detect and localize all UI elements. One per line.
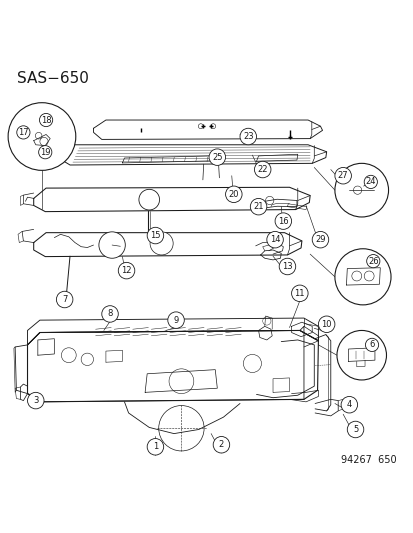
Circle shape — [139, 189, 159, 210]
Circle shape — [334, 163, 388, 217]
Text: 10: 10 — [320, 320, 331, 329]
Circle shape — [56, 291, 73, 308]
Text: 17: 17 — [18, 128, 28, 137]
Circle shape — [118, 262, 135, 279]
Circle shape — [240, 128, 256, 145]
Text: 18: 18 — [40, 116, 51, 125]
Text: 1: 1 — [152, 442, 158, 451]
Circle shape — [27, 392, 44, 409]
Circle shape — [147, 439, 163, 455]
Circle shape — [334, 167, 351, 184]
Text: 94267  650: 94267 650 — [340, 455, 396, 465]
Circle shape — [150, 232, 173, 255]
Text: 9: 9 — [173, 316, 178, 325]
Circle shape — [254, 161, 270, 178]
Text: 21: 21 — [253, 202, 263, 211]
Text: 3: 3 — [33, 396, 38, 405]
Circle shape — [38, 146, 52, 159]
Text: 12: 12 — [121, 266, 131, 275]
Circle shape — [366, 255, 379, 268]
Text: 25: 25 — [211, 152, 222, 161]
Text: 8: 8 — [107, 310, 112, 318]
Text: 19: 19 — [40, 148, 50, 157]
Circle shape — [147, 227, 163, 244]
Circle shape — [274, 213, 291, 229]
Text: 27: 27 — [337, 171, 348, 180]
Circle shape — [225, 186, 242, 203]
Text: 13: 13 — [282, 262, 292, 271]
Text: 7: 7 — [62, 295, 67, 304]
Circle shape — [17, 126, 30, 139]
Circle shape — [99, 232, 125, 259]
Circle shape — [334, 249, 390, 305]
Text: 4: 4 — [346, 400, 351, 409]
Circle shape — [102, 306, 118, 322]
Text: 23: 23 — [242, 132, 253, 141]
Circle shape — [311, 231, 328, 248]
Circle shape — [209, 149, 225, 165]
Text: 16: 16 — [278, 216, 288, 225]
Circle shape — [8, 103, 76, 171]
Text: 15: 15 — [150, 231, 160, 240]
Text: 11: 11 — [294, 289, 304, 298]
Text: 26: 26 — [367, 256, 377, 265]
Text: SAS−650: SAS−650 — [17, 70, 89, 85]
Circle shape — [318, 316, 334, 333]
Circle shape — [250, 198, 266, 215]
Text: 24: 24 — [365, 177, 375, 187]
Circle shape — [167, 312, 184, 328]
Circle shape — [363, 175, 377, 189]
Circle shape — [213, 437, 229, 453]
Circle shape — [336, 330, 386, 380]
Circle shape — [278, 259, 295, 274]
Text: 14: 14 — [269, 235, 280, 244]
Text: 5: 5 — [352, 425, 357, 434]
Circle shape — [266, 231, 282, 248]
Text: 20: 20 — [228, 190, 238, 199]
Text: 2: 2 — [218, 440, 223, 449]
Circle shape — [291, 285, 307, 302]
Text: 6: 6 — [368, 341, 374, 350]
Circle shape — [365, 338, 378, 351]
Circle shape — [39, 114, 52, 127]
Circle shape — [347, 421, 363, 438]
Text: 29: 29 — [314, 235, 325, 244]
Circle shape — [340, 397, 357, 413]
Text: 22: 22 — [257, 165, 267, 174]
